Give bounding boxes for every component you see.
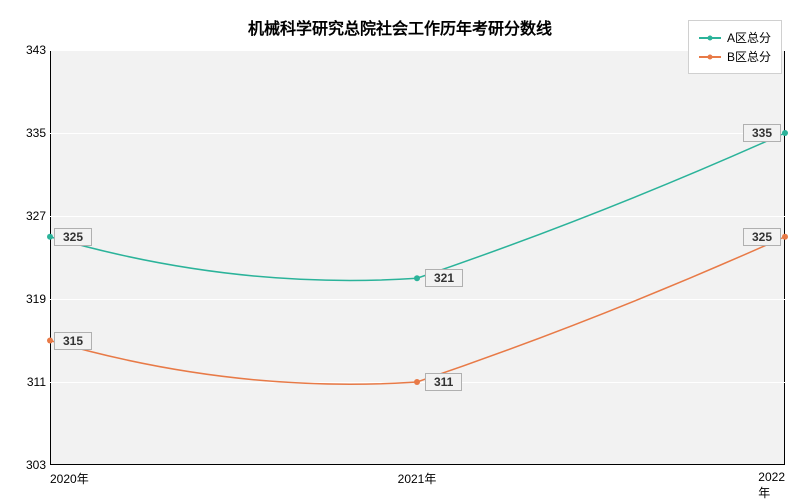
legend-label: B区总分 bbox=[727, 48, 771, 65]
y-tick-label: 335 bbox=[26, 126, 46, 140]
legend-marker-icon bbox=[707, 35, 712, 40]
y-tick-label: 319 bbox=[26, 292, 46, 306]
data-point-marker bbox=[47, 234, 53, 240]
data-label: 335 bbox=[743, 124, 781, 142]
x-tick-label: 2020年 bbox=[50, 470, 89, 487]
legend-item: B区总分 bbox=[699, 48, 771, 65]
data-point-marker bbox=[782, 130, 788, 136]
legend-item: A区总分 bbox=[699, 29, 771, 46]
chart-title: 机械科学研究总院社会工作历年考研分数线 bbox=[0, 15, 800, 39]
data-point-marker bbox=[47, 338, 53, 344]
data-point-marker bbox=[414, 275, 420, 281]
legend: A区总分 B区总分 bbox=[688, 20, 782, 74]
gridline bbox=[50, 465, 785, 466]
series-line bbox=[50, 133, 785, 280]
x-tick-label: 2022年 bbox=[758, 470, 785, 501]
data-label: 321 bbox=[425, 269, 463, 287]
legend-swatch bbox=[699, 37, 721, 39]
data-label: 315 bbox=[54, 332, 92, 350]
data-point-marker bbox=[414, 379, 420, 385]
data-label: 311 bbox=[425, 373, 462, 391]
x-tick-label: 2021年 bbox=[398, 470, 437, 487]
y-tick-label: 343 bbox=[26, 43, 46, 57]
data-point-marker bbox=[782, 234, 788, 240]
data-label: 325 bbox=[54, 228, 92, 246]
y-tick-label: 303 bbox=[26, 458, 46, 472]
y-tick-label: 327 bbox=[26, 209, 46, 223]
series-line bbox=[50, 237, 785, 384]
legend-swatch bbox=[699, 56, 721, 58]
legend-marker-icon bbox=[707, 54, 712, 59]
lines-svg bbox=[50, 50, 785, 465]
y-tick-label: 311 bbox=[27, 375, 46, 389]
legend-label: A区总分 bbox=[727, 29, 771, 46]
chart-container: 机械科学研究总院社会工作历年考研分数线 303 311 319 327 335 343 2… bbox=[0, 0, 800, 500]
data-label: 325 bbox=[743, 228, 781, 246]
